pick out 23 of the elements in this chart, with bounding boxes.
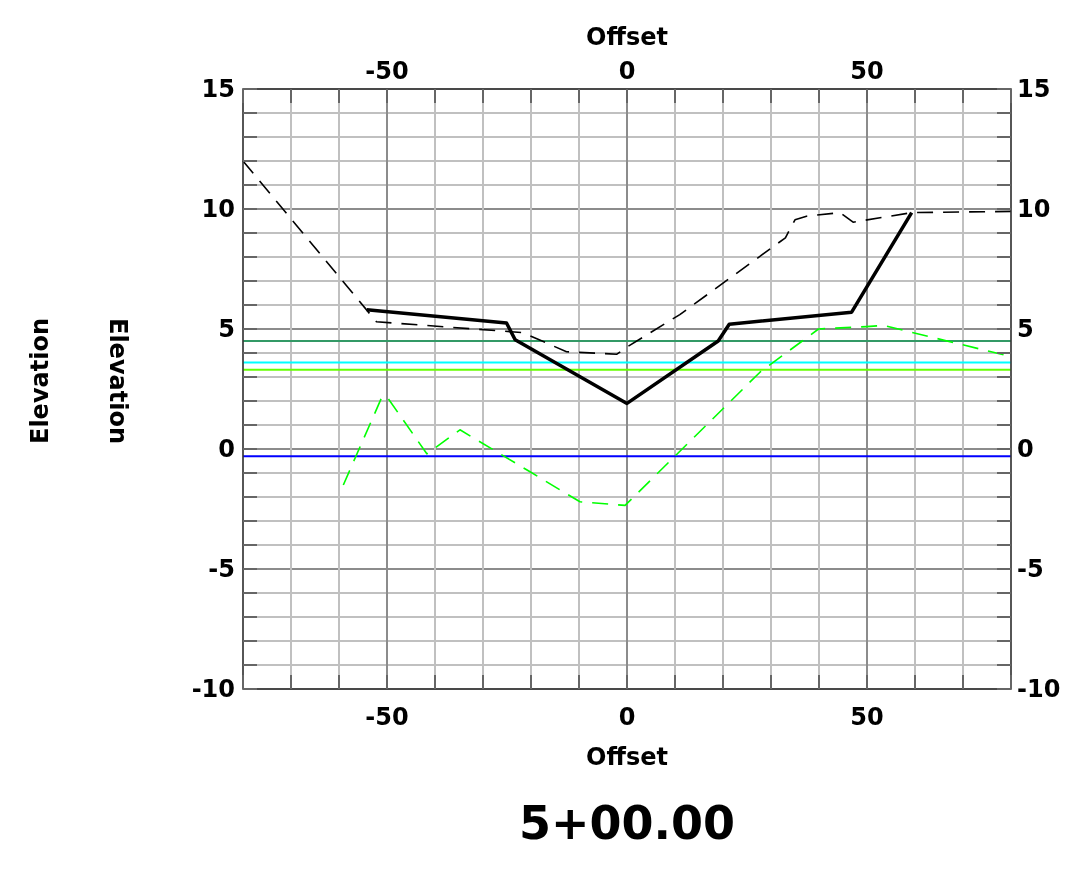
y-axis-title: Elevation (104, 317, 132, 445)
y2-tick-label: 10 (1017, 195, 1051, 224)
y-tick-label: 15 (201, 75, 235, 104)
x-tick-label: -50 (365, 57, 409, 85)
x2-tick-label: 0 (618, 703, 636, 731)
y2-tick-label: 5 (1017, 315, 1034, 344)
y-tick-label: 0 (218, 435, 235, 464)
y2-tick-label: -5 (1017, 555, 1044, 584)
x-tick-label: 0 (618, 57, 636, 85)
y2-tick-label: -10 (1017, 675, 1061, 704)
text: Elevation (26, 317, 54, 445)
x-tick-label: 50 (850, 57, 884, 85)
y2-tick-label: 0 (1017, 435, 1034, 464)
x-axis-title: Offset (586, 743, 668, 771)
y-tick-label: 10 (201, 195, 235, 224)
y-tick-label: -5 (208, 555, 235, 584)
x2-axis-title: Offset (586, 23, 668, 51)
x2-tick-label: 50 (850, 703, 884, 731)
text: 5+00.00 (518, 796, 736, 850)
y-tick-label: -10 (191, 675, 235, 704)
y2-tick-label: 15 (1017, 75, 1051, 104)
y-tick-label: 5 (218, 315, 235, 344)
x2-tick-label: -50 (365, 703, 409, 731)
